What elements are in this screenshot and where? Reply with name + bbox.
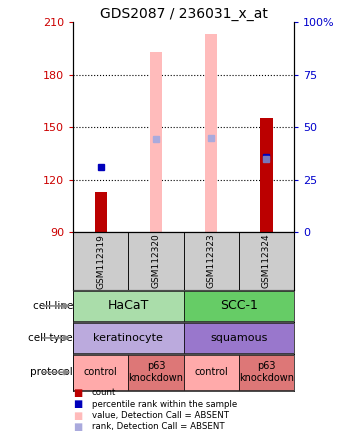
Text: ■: ■: [73, 388, 82, 398]
Bar: [184, 290, 294, 321]
Text: GSM112319: GSM112319: [96, 234, 105, 289]
Bar: [150, 52, 162, 232]
Title: GDS2087 / 236031_x_at: GDS2087 / 236031_x_at: [100, 7, 268, 21]
Text: keratinocyte: keratinocyte: [94, 333, 163, 343]
Text: p63
knockdown: p63 knockdown: [129, 361, 184, 383]
Text: SCC-1: SCC-1: [220, 299, 258, 313]
Text: ■: ■: [73, 422, 82, 432]
Bar: [129, 355, 184, 390]
Bar: [73, 290, 184, 321]
Bar: [260, 119, 273, 232]
Text: GSM112324: GSM112324: [262, 234, 271, 289]
Bar: [129, 232, 184, 290]
Bar: [239, 355, 294, 390]
Bar: [184, 232, 239, 290]
Text: GSM112320: GSM112320: [152, 234, 160, 289]
Bar: [239, 232, 294, 290]
Text: percentile rank within the sample: percentile rank within the sample: [92, 400, 237, 409]
Text: protocol: protocol: [30, 367, 73, 377]
Text: value, Detection Call = ABSENT: value, Detection Call = ABSENT: [92, 411, 229, 420]
Text: p63
knockdown: p63 knockdown: [239, 361, 294, 383]
Bar: [184, 322, 294, 353]
Bar: [73, 355, 129, 390]
Bar: [184, 355, 239, 390]
Text: HaCaT: HaCaT: [108, 299, 149, 313]
Bar: [205, 35, 217, 232]
Text: squamous: squamous: [210, 333, 268, 343]
Text: GSM112323: GSM112323: [207, 234, 216, 289]
Bar: [73, 322, 184, 353]
Text: cell type: cell type: [29, 333, 73, 343]
Text: control: control: [84, 367, 118, 377]
Text: rank, Detection Call = ABSENT: rank, Detection Call = ABSENT: [92, 423, 224, 432]
Text: ■: ■: [73, 399, 82, 409]
Text: cell line: cell line: [33, 301, 73, 311]
Bar: [95, 192, 107, 232]
Bar: [73, 232, 129, 290]
Text: count: count: [92, 388, 116, 397]
Text: control: control: [194, 367, 228, 377]
Text: ■: ■: [73, 411, 82, 420]
